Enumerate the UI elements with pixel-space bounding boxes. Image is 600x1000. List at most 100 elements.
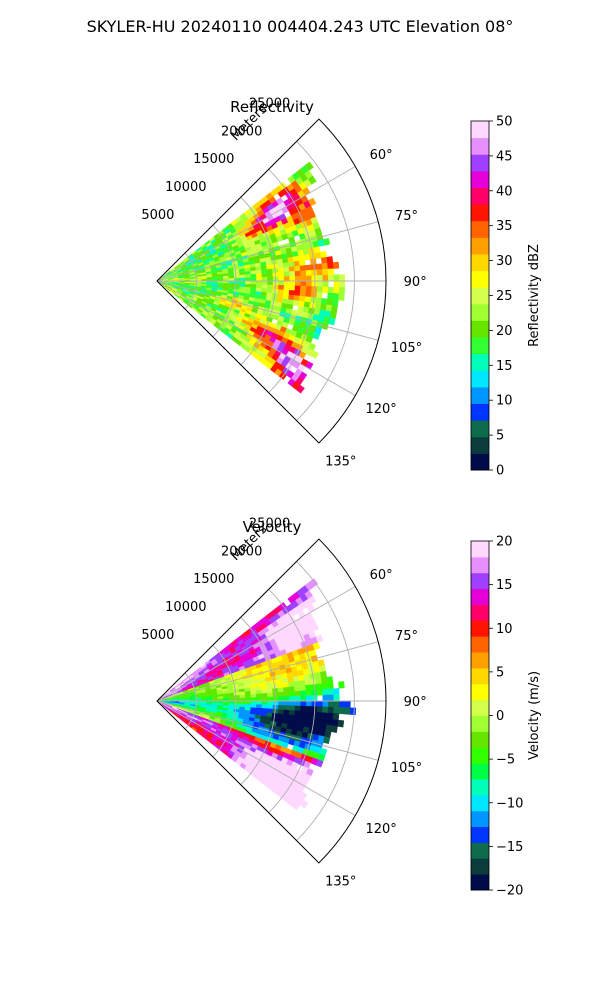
data-cell: [310, 350, 319, 359]
data-cell: [316, 263, 323, 271]
colorbar-step: [471, 842, 489, 859]
data-cell: [277, 709, 285, 715]
data-cell: [244, 274, 252, 279]
data-cell: [323, 736, 331, 745]
data-cell: [261, 273, 268, 278]
data-cell: [294, 270, 301, 277]
data-cell: [310, 623, 319, 632]
colorbar-step: [471, 541, 489, 558]
data-cell: [316, 706, 323, 713]
data-cell: [304, 296, 312, 303]
data-cell: [288, 686, 296, 692]
data-cell: [233, 694, 241, 699]
data-cell: [308, 197, 317, 207]
data-cell: [316, 711, 323, 719]
azimuth-tick-label: 120°: [365, 822, 396, 837]
colorbar-step: [471, 137, 489, 155]
azimuth-spoke: [156, 700, 379, 761]
colorbar-tick-label: −15: [496, 840, 523, 855]
data-cell: [300, 700, 307, 707]
data-cell: [322, 280, 329, 288]
data-cell: [320, 718, 328, 726]
data-cell: [283, 271, 290, 277]
colorbar-step: [471, 270, 489, 288]
data-cell: [278, 691, 285, 698]
azimuth-tick-label: 60°: [370, 148, 393, 163]
data-cell: [338, 681, 345, 689]
data-cell: [300, 285, 307, 292]
data-cell: [261, 700, 268, 706]
data-cell: [289, 700, 296, 707]
velocity-panel: Velocity 60° 75° 90° 105° 120° 135° 5000 10000 15…: [141, 516, 542, 898]
data-cell: [306, 280, 313, 287]
data-cell: [287, 256, 295, 263]
sector-frame: [156, 538, 387, 864]
data-cell: [299, 799, 309, 809]
data-cell: [267, 700, 274, 706]
data-cell: [256, 704, 263, 709]
colorbar-tick-label: 20: [496, 324, 513, 339]
azimuth-tick-label: 105°: [391, 761, 422, 776]
data-cell: [298, 254, 306, 262]
data-cell: [289, 695, 296, 702]
data-cell: [292, 675, 300, 683]
data-cell: [278, 280, 285, 286]
data-cell: [294, 265, 301, 272]
data-cell: [305, 711, 312, 718]
colorbar-step: [471, 636, 489, 653]
data-cell: [299, 715, 306, 723]
data-cell: [261, 693, 268, 698]
colorbar-step: [471, 453, 489, 471]
range-tick-label: 15000: [193, 152, 234, 167]
data-cell: [256, 284, 263, 289]
data-cell: [322, 688, 329, 696]
range-tick-label: 20000: [221, 544, 262, 559]
azimuth-spoke: [156, 221, 379, 282]
data-cell: [239, 274, 246, 279]
data-cell: [315, 759, 324, 768]
azimuth-tick-label: 90°: [404, 695, 427, 710]
data-cell: [328, 694, 335, 702]
data-cell: [267, 276, 274, 282]
data-cell: [277, 263, 284, 269]
data-cell: [294, 690, 301, 697]
data-cell: [266, 288, 274, 294]
data-cell: [287, 676, 295, 683]
data-cell: [327, 706, 335, 714]
azimuth-tick-label: 75°: [395, 629, 418, 644]
data-cell: [339, 274, 346, 282]
range-tick-label: 5000: [141, 628, 174, 643]
data-cell: [333, 688, 340, 696]
data-cell: [333, 694, 340, 702]
colorbar-tick-label: 40: [496, 184, 513, 199]
data-cell: [293, 680, 301, 687]
data-cell: [277, 289, 285, 295]
data-cell: [294, 290, 301, 297]
data-cell: [245, 277, 252, 282]
data-cell: [294, 285, 301, 292]
data-cell: [294, 700, 301, 707]
azimuth-spoke: [156, 280, 356, 396]
data-cell: [294, 280, 301, 287]
data-cell: [304, 679, 312, 686]
data-cell: [299, 290, 307, 297]
data-cell: [307, 175, 317, 185]
data-cell: [292, 299, 300, 307]
colorbar-step: [471, 810, 489, 828]
data-cell: [327, 682, 334, 690]
colorbar-step: [471, 237, 489, 255]
data-cell: [282, 262, 290, 268]
data-cell: [315, 634, 324, 643]
colorbar-tick-label: 5: [496, 429, 504, 444]
data-cell: [337, 719, 345, 728]
colorbar-step: [471, 187, 489, 205]
colorbar-step: [471, 620, 489, 637]
data-cell: [266, 708, 274, 714]
data-cell: [305, 269, 312, 277]
data-cell: [283, 700, 290, 706]
data-cell: [316, 280, 324, 288]
range-tick-label: 20000: [221, 124, 262, 139]
data-cell: [344, 700, 351, 709]
data-cell: [294, 710, 301, 717]
